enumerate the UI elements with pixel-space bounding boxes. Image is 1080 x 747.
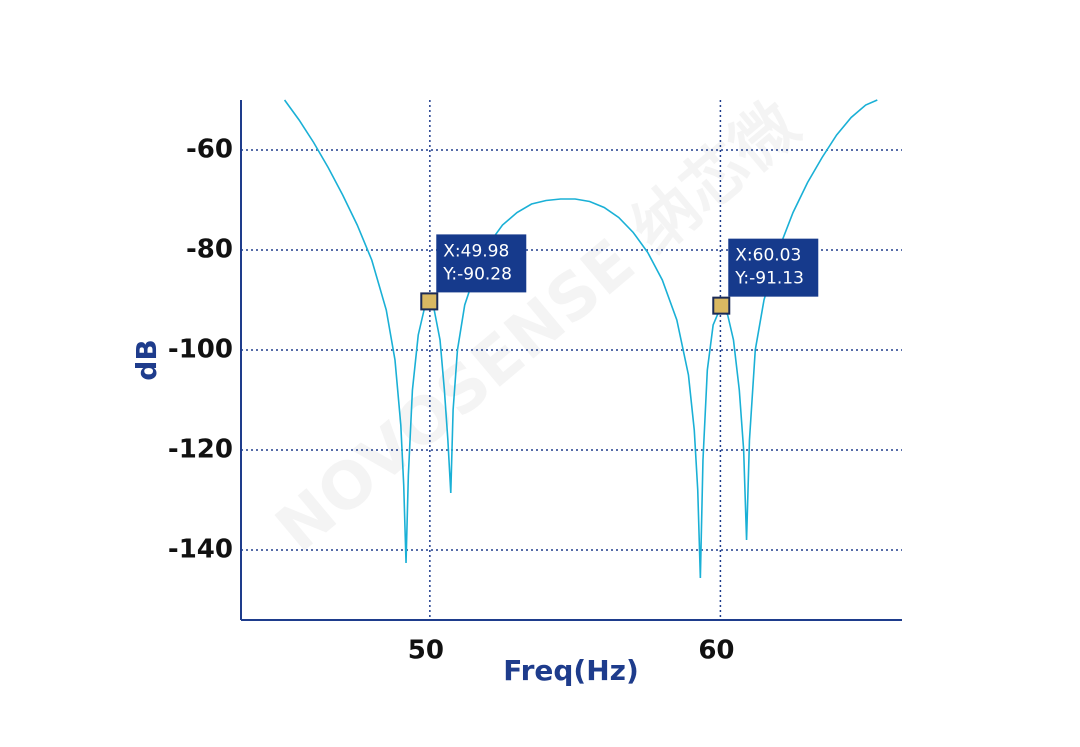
y-tick-label: -80	[186, 235, 233, 265]
x-axis-label: Freq(Hz)	[503, 654, 639, 687]
y-tick-label: -140	[168, 535, 233, 565]
datatip-box	[728, 238, 819, 297]
y-axis-label: dB	[130, 339, 163, 380]
datatip-x: X:60.03	[735, 246, 801, 266]
x-tick-label: 60	[698, 636, 734, 666]
datatip-y: Y:-90.28	[442, 264, 512, 284]
curve	[283, 99, 878, 579]
x-tick-label: 50	[408, 636, 444, 666]
datatip-y: Y:-91.13	[734, 269, 804, 289]
y-tick-label: -120	[168, 435, 233, 465]
datatip-box	[436, 234, 527, 293]
y-tick-label: -100	[168, 335, 233, 365]
datatip-marker	[420, 292, 439, 311]
datatip-x: X:49.98	[443, 241, 509, 261]
datatip-marker	[712, 296, 731, 315]
y-tick-label: -60	[186, 135, 233, 165]
